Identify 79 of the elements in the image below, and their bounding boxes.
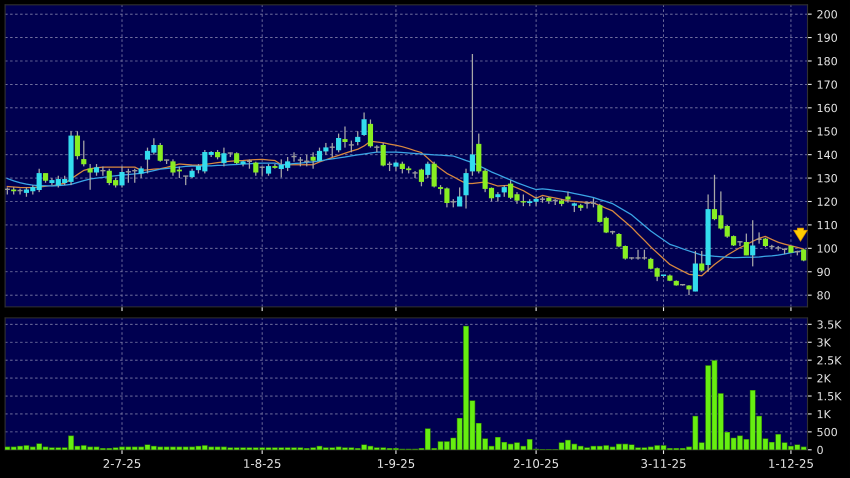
candlestick	[387, 161, 392, 172]
candlestick	[374, 144, 380, 153]
y-tick-label: 0	[817, 446, 823, 454]
x-tick-label: 1-12-25	[769, 459, 813, 468]
candlestick	[138, 166, 144, 179]
candlestick	[362, 112, 367, 137]
candlestick	[221, 147, 227, 167]
candlestick	[756, 232, 762, 244]
candlestick	[457, 186, 462, 207]
candlestick	[74, 130, 80, 160]
y-tick-label: 1K	[818, 410, 832, 418]
y-tick-label: 120	[818, 197, 837, 206]
y-tick-label: 150	[818, 127, 837, 136]
candlestick	[336, 132, 342, 153]
candlestick	[750, 220, 756, 267]
y-tick-label: 160	[818, 104, 837, 112]
candlestick	[520, 194, 526, 207]
candlestick	[266, 163, 272, 176]
y-tick-label: 3K	[817, 338, 832, 347]
candlestick	[234, 152, 240, 165]
candlestick	[88, 163, 93, 190]
candlestick	[291, 152, 297, 162]
candlestick	[330, 142, 335, 158]
candlestick	[552, 198, 558, 206]
candlestick	[100, 166, 106, 176]
x-tick-label: 3-11-25	[641, 459, 686, 468]
candlestick	[495, 192, 500, 202]
candlestick	[463, 168, 469, 210]
candlestick	[744, 232, 749, 256]
y-tick-label: 180	[818, 56, 837, 66]
candlestick	[246, 158, 252, 170]
y-tick-label: 110	[818, 220, 837, 230]
candlestick	[348, 140, 354, 153]
candlestick	[380, 142, 386, 167]
candlestick	[794, 250, 800, 256]
candlestick	[565, 190, 571, 204]
candlestick	[502, 184, 507, 198]
candlestick	[42, 172, 48, 184]
y-tick-label: 2.5K	[817, 356, 842, 365]
x-tick-label: 1-9-25	[378, 459, 414, 468]
candlestick	[158, 142, 163, 162]
y-tick-label: 500	[817, 428, 837, 436]
candlestick	[5, 186, 10, 196]
candlestick	[81, 140, 86, 167]
y-tick-label: 3.5K	[817, 320, 842, 329]
x-tick-label: 2-10-25	[514, 459, 558, 468]
candlestick	[214, 149, 220, 160]
y-tick-label: 190	[818, 34, 837, 42]
candlestick	[699, 250, 704, 272]
y-tick-label: 80	[817, 291, 830, 300]
candlestick	[470, 53, 475, 176]
y-tick-label: 130	[818, 174, 837, 182]
candlestick	[253, 161, 258, 176]
y-tick-label: 90	[817, 268, 830, 276]
candlestick	[418, 168, 424, 187]
candlestick	[355, 130, 360, 146]
y-tick-label: 140	[818, 150, 837, 160]
candlestick	[572, 202, 577, 213]
candlestick	[94, 163, 100, 176]
y-tick-label: 200	[817, 10, 837, 19]
y-tick-label: 100	[818, 244, 837, 253]
candlestick	[342, 126, 348, 148]
candlestick	[310, 152, 316, 170]
candlestick	[432, 161, 437, 188]
x-tick-label: 2-7-25	[104, 459, 140, 468]
candlestick	[686, 284, 692, 296]
y-tick-label: 170	[818, 80, 837, 89]
candlestick	[393, 161, 399, 172]
candlestick	[119, 166, 125, 188]
candlestick	[183, 175, 188, 186]
candlestick	[425, 161, 430, 179]
y-tick-label: 2K	[817, 374, 832, 382]
y-tick-label: 1.5K	[818, 392, 842, 400]
candlestick	[450, 198, 456, 208]
candlestick	[368, 118, 374, 148]
candlestick	[801, 248, 806, 262]
candlestick	[762, 237, 768, 248]
candlestick	[190, 168, 195, 179]
x-tick-label: 1-8-25	[244, 459, 280, 468]
